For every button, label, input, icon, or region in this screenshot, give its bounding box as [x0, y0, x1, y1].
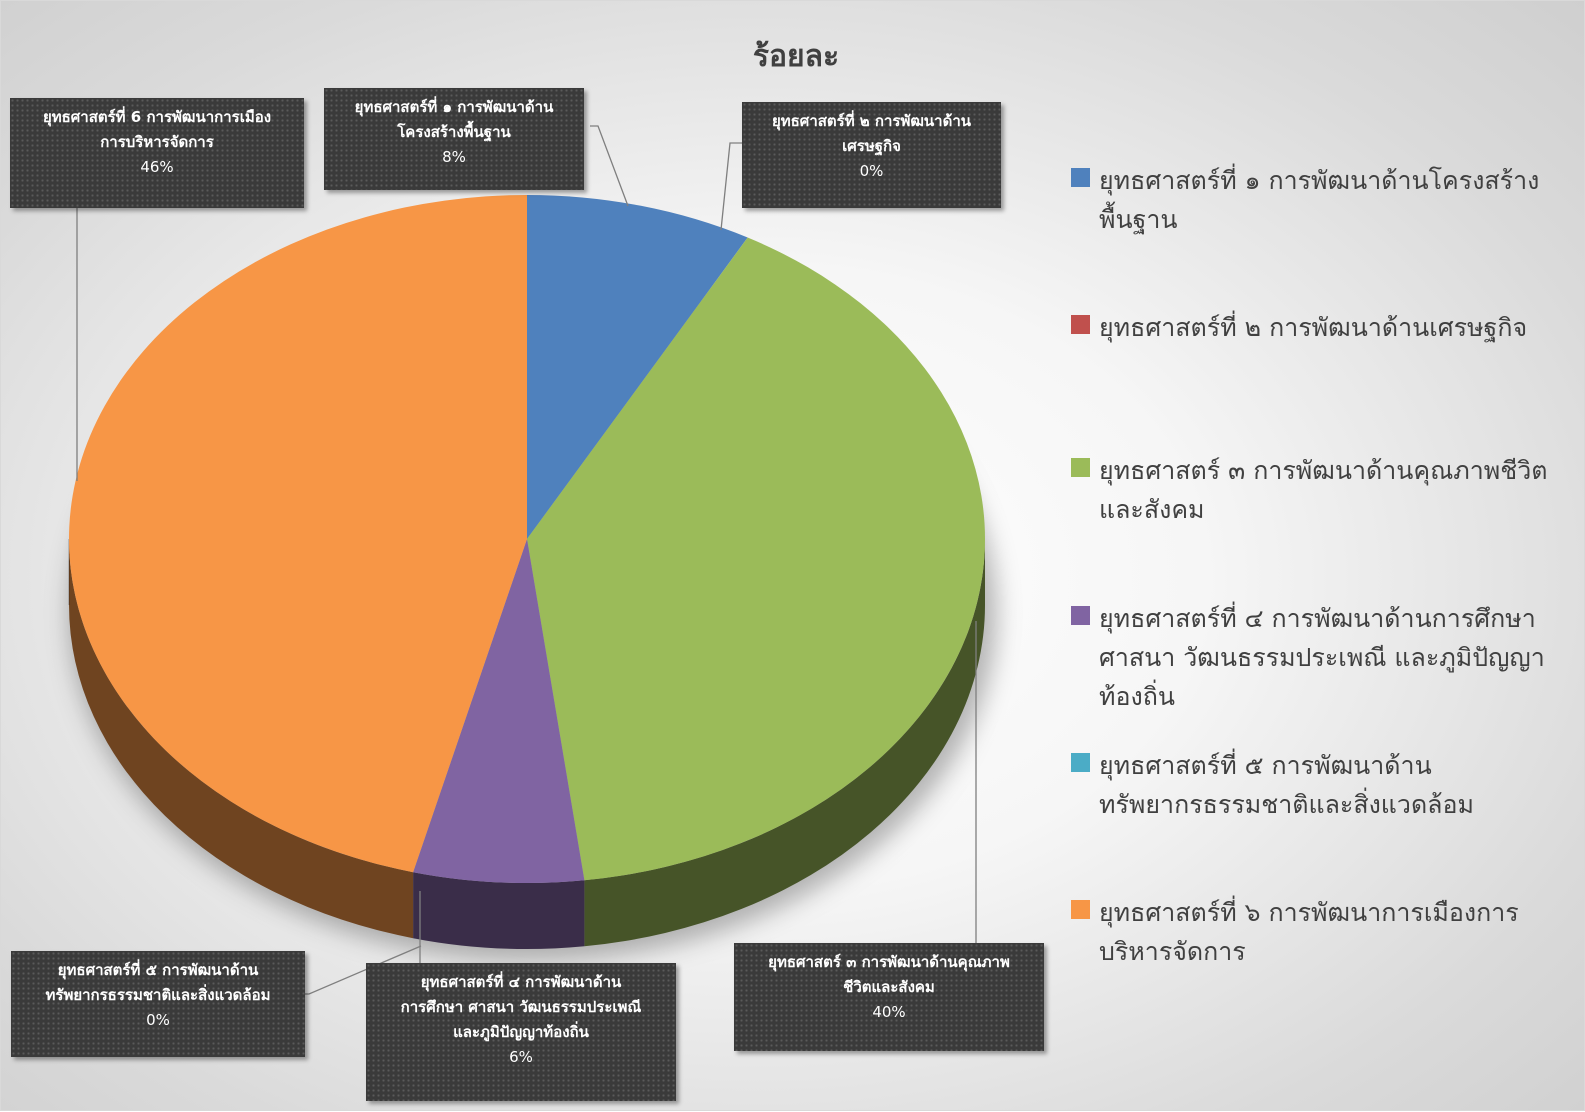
- legend-label: ยุทธศาสตร์ที่ ๔ การพัฒนาด้านการศึกษา ศาส…: [1099, 604, 1545, 711]
- legend-swatch: [1071, 900, 1090, 919]
- legend-swatch: [1071, 168, 1090, 187]
- data-label-percent: 40%: [872, 1003, 906, 1021]
- legend-label: ยุทธศาสตร์ ๓ การพัฒนาด้านคุณภาพชีวิต และ…: [1099, 456, 1548, 524]
- legend-swatch: [1071, 458, 1090, 477]
- legend-swatch: [1071, 606, 1090, 625]
- data-label-category: ยุทธศาสตร์ที่ ๕ การพัฒนาด้าน ทรัพยากรธรร…: [45, 961, 271, 1004]
- data-label-percent: 0%: [859, 162, 884, 180]
- data-label-strategy-3: ยุทธศาสตร์ ๓ การพัฒนาด้านคุณภาพ ชีวิตและ…: [734, 943, 1044, 1051]
- leader-line-0: [590, 125, 629, 207]
- data-label-category: ยุทธศาสตร์ที่ ๑ การพัฒนาด้าน โครงสร้างพื…: [354, 98, 554, 141]
- data-label-percent: 46%: [140, 158, 174, 176]
- data-label-percent: 6%: [509, 1048, 533, 1066]
- leader-line-1: [720, 142, 742, 231]
- pie-slice-5: [68, 194, 527, 873]
- data-label-category: ยุทธศาสตร์ ๓ การพัฒนาด้านคุณภาพ ชีวิตและ…: [768, 953, 1010, 996]
- pie-side-5: [69, 539, 414, 939]
- data-label-percent: 0%: [146, 1011, 170, 1029]
- data-label-strategy-5: ยุทธศาสตร์ที่ ๕ การพัฒนาด้าน ทรัพยากรธรร…: [11, 951, 305, 1057]
- data-label-strategy-2: ยุทธศาสตร์ที่ ๒ การพัฒนาด้าน เศรษฐกิจ 0%: [742, 102, 1001, 208]
- data-label-strategy-1: ยุทธศาสตร์ที่ ๑ การพัฒนาด้าน โครงสร้างพื…: [324, 88, 584, 190]
- legend-swatch: [1071, 315, 1090, 334]
- chart-title: ร้อยละ: [752, 39, 840, 74]
- pie-side-3: [413, 872, 585, 949]
- legend-swatch: [1071, 753, 1090, 772]
- data-label-strategy-6: ยุทธศาสตร์ที่ 6 การพัฒนาการเมือง การบริห…: [10, 98, 304, 208]
- pie-slice-0: [527, 195, 748, 539]
- data-label-category: ยุทธศาสตร์ที่ 6 การพัฒนาการเมือง การบริห…: [42, 108, 272, 151]
- data-label-percent: 8%: [442, 148, 466, 166]
- data-label-category: ยุทธศาสตร์ที่ ๒ การพัฒนาด้าน เศรษฐกิจ: [771, 112, 972, 155]
- legend-label: ยุทธศาสตร์ที่ ๑ การพัฒนาด้านโครงสร้าง พื…: [1099, 166, 1540, 234]
- data-label-category: ยุทธศาสตร์ที่ ๔ การพัฒนาด้าน การศึกษา ศา…: [400, 973, 642, 1041]
- pie-slice-2: [527, 237, 986, 881]
- leader-line-4: [305, 945, 422, 995]
- data-label-strategy-4: ยุทธศาสตร์ที่ ๔ การพัฒนาด้าน การศึกษา ศา…: [366, 963, 676, 1101]
- pie-slice-3: [413, 539, 585, 884]
- legend-label: ยุทธศาสตร์ที่ ๖ การพัฒนาการเมืองการ บริห…: [1099, 898, 1519, 966]
- legend-label: ยุทธศาสตร์ที่ ๒ การพัฒนาด้านเศรษฐกิจ: [1099, 313, 1528, 342]
- legend-label: ยุทธศาสตร์ที่ ๕ การพัฒนาด้าน ทรัพยากรธรร…: [1099, 751, 1474, 819]
- pie-side-2: [584, 539, 985, 947]
